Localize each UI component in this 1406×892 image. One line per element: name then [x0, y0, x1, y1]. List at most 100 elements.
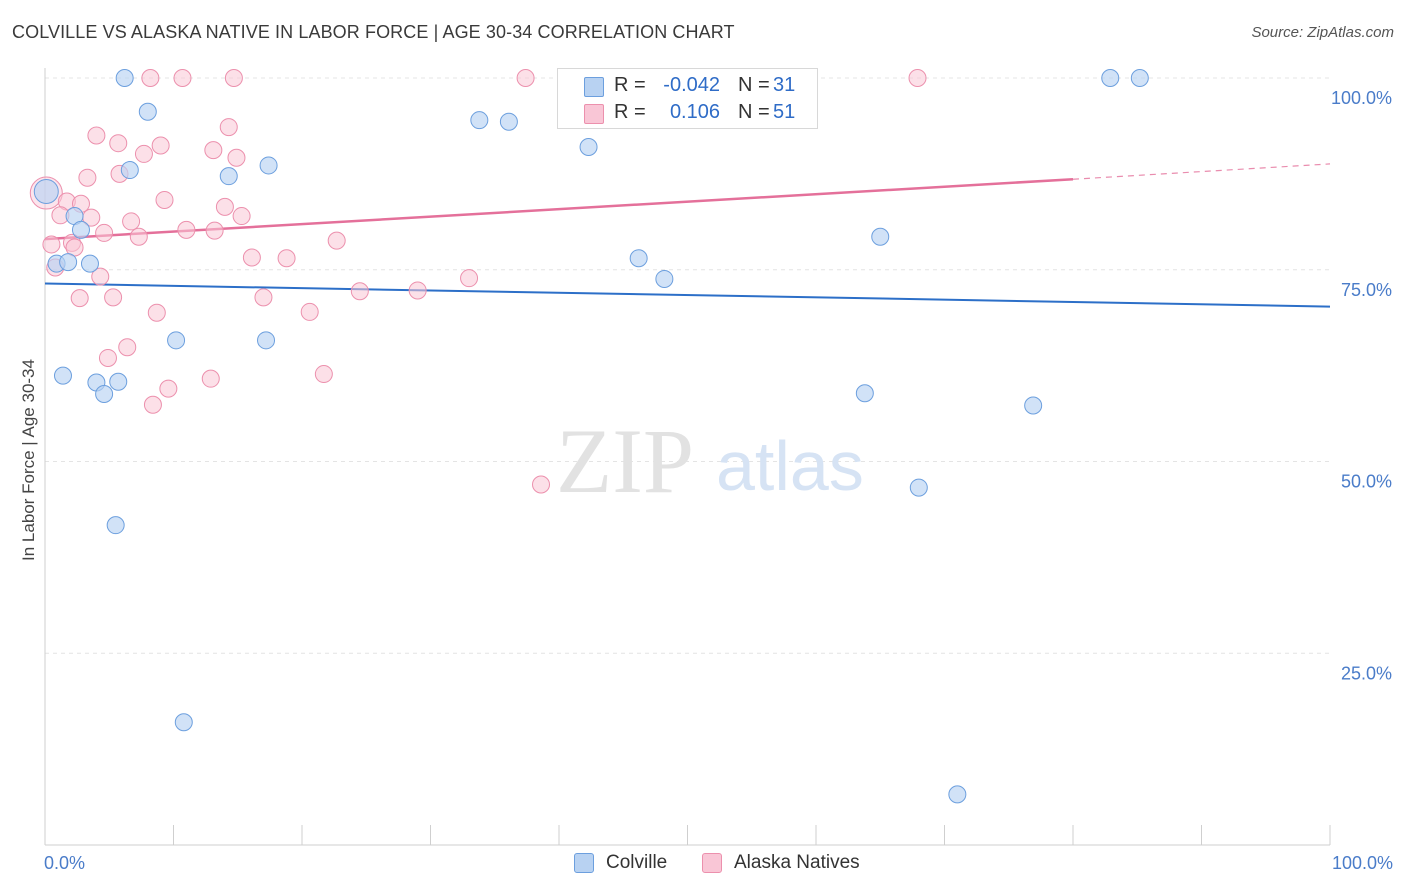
- point-alaska-natives: [327, 231, 346, 250]
- legend-r-label: R =: [614, 101, 646, 123]
- point-alaska-natives: [159, 379, 178, 398]
- point-colville: [138, 102, 157, 121]
- legend-label-alaska-natives: Alaska Natives: [734, 852, 860, 873]
- legend-r-label: R =: [614, 74, 646, 96]
- point-colville: [655, 269, 674, 288]
- point-alaska-natives: [118, 338, 137, 357]
- y-tick-label: 25.0%: [1341, 663, 1392, 683]
- point-alaska-natives: [42, 235, 61, 254]
- point-alaska-natives: [242, 248, 261, 267]
- trend-line-colville: [44, 282, 1331, 308]
- point-alaska-natives: [70, 289, 89, 308]
- point-colville: [59, 253, 78, 272]
- legend-swatch-alaska-natives: [702, 853, 722, 873]
- point-alaska-natives: [98, 348, 117, 367]
- point-alaska-natives: [224, 69, 243, 87]
- point-colville: [629, 249, 648, 268]
- point-alaska-natives: [908, 69, 927, 87]
- point-colville: [174, 713, 193, 732]
- point-alaska-natives: [254, 288, 273, 307]
- legend-label-colville: Colville: [606, 852, 668, 873]
- point-alaska-natives: [205, 221, 224, 240]
- point-colville: [579, 138, 598, 157]
- series-legend: Colville Alaska Natives: [0, 852, 1406, 878]
- point-alaska-natives: [141, 69, 160, 87]
- legend-n-value-colville: 31: [773, 74, 796, 96]
- point-alaska-natives: [201, 369, 220, 388]
- legend-n-label: N =: [738, 74, 770, 96]
- point-colville: [909, 478, 928, 497]
- point-colville: [115, 69, 134, 87]
- point-alaska-natives: [204, 141, 223, 160]
- point-alaska-natives: [95, 223, 114, 242]
- point-colville: [259, 156, 278, 175]
- point-colville: [120, 161, 139, 180]
- point-colville: [1130, 69, 1149, 87]
- axis-labels: 25.0% 50.0% 75.0% 100.0% 0.0% 100.0% In Labor …: [19, 88, 1393, 873]
- watermark-atlas: atlas: [716, 427, 864, 505]
- point-alaska-natives: [104, 288, 123, 307]
- legend-r-value-colville: -0.042: [663, 74, 720, 96]
- point-colville: [71, 220, 90, 239]
- point-colville: [80, 254, 99, 273]
- point-alaska-natives: [151, 136, 170, 155]
- point-colville: [53, 366, 72, 385]
- x-tick-label-max: 100.0%: [1332, 853, 1393, 873]
- point-alaska-natives: [109, 134, 128, 153]
- point-alaska-natives: [516, 69, 535, 87]
- point-alaska-natives: [87, 126, 106, 145]
- point-alaska-natives: [277, 249, 296, 268]
- point-colville: [470, 111, 489, 130]
- legend-swatch-colville: [584, 77, 604, 97]
- point-alaska-natives: [91, 267, 110, 286]
- legend-swatch-alaska-natives: [584, 104, 604, 124]
- point-colville: [1024, 396, 1043, 415]
- point-alaska-natives: [78, 168, 97, 187]
- point-colville: [106, 516, 125, 535]
- legend-row-colville: R = -0.042 N = 31: [558, 74, 817, 100]
- point-colville: [1101, 69, 1120, 87]
- correlation-legend: R = -0.042 N = 31 R = 0.106 N = 51: [557, 68, 818, 129]
- point-colville: [219, 167, 238, 186]
- point-alaska-natives: [122, 212, 141, 231]
- point-colville: [33, 179, 59, 205]
- chart-title: COLVILLE VS ALASKA NATIVE IN LABOR FORCE…: [12, 22, 735, 42]
- point-colville: [855, 384, 874, 403]
- trend-line-alaska-natives-extension: [1072, 163, 1331, 180]
- point-alaska-natives: [219, 118, 238, 137]
- point-colville: [871, 227, 890, 246]
- point-alaska-natives: [177, 220, 196, 239]
- point-alaska-natives: [300, 302, 319, 321]
- watermark: ZIP atlas: [556, 410, 864, 512]
- point-alaska-natives: [147, 303, 166, 322]
- point-colville: [167, 331, 186, 350]
- point-alaska-natives: [129, 227, 148, 246]
- point-alaska-natives: [232, 207, 251, 226]
- point-alaska-natives: [227, 148, 246, 167]
- y-tick-label: 100.0%: [1331, 88, 1392, 108]
- point-colville: [95, 385, 114, 404]
- legend-n-value-alaska-natives: 51: [773, 101, 796, 123]
- point-alaska-natives: [460, 269, 479, 288]
- point-alaska-natives: [215, 197, 234, 216]
- trend-line-alaska-natives: [44, 177, 1074, 241]
- source-credit: Source: ZipAtlas.com: [1251, 24, 1394, 41]
- point-colville: [257, 331, 276, 350]
- point-colville: [109, 372, 128, 391]
- point-alaska-natives: [350, 282, 369, 301]
- point-alaska-natives: [173, 69, 192, 87]
- point-alaska-natives: [143, 395, 162, 414]
- point-alaska-natives: [155, 190, 174, 209]
- y-tick-label: 50.0%: [1341, 472, 1392, 492]
- point-colville: [499, 112, 518, 131]
- legend-swatch-colville: [574, 853, 594, 873]
- point-alaska-natives: [408, 281, 427, 300]
- legend-n-label: N =: [738, 101, 770, 123]
- watermark-zip: ZIP: [556, 410, 694, 512]
- point-alaska-natives: [314, 365, 333, 384]
- x-tick-label-min: 0.0%: [44, 853, 85, 873]
- point-alaska-natives: [532, 475, 551, 494]
- point-alaska-natives: [134, 144, 153, 163]
- y-tick-label: 75.0%: [1341, 280, 1392, 300]
